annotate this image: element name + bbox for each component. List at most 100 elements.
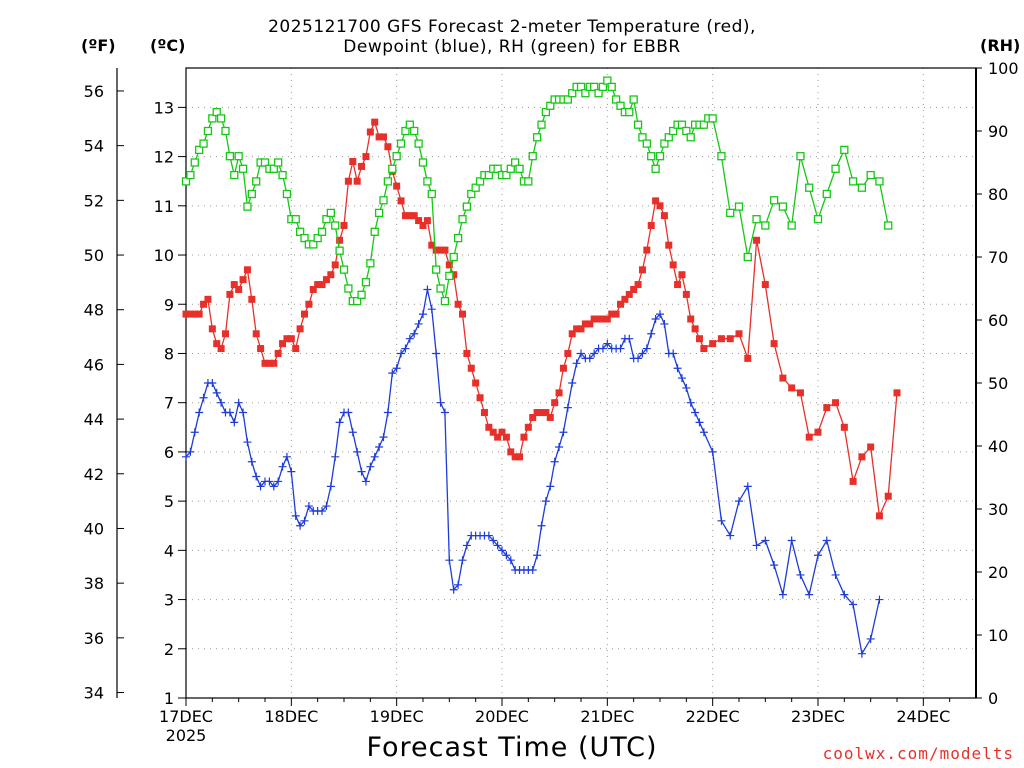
temperature-point	[182, 310, 190, 318]
temperature-point	[555, 389, 563, 397]
dewpoint-point	[353, 447, 362, 456]
dewpoint-point	[256, 482, 265, 491]
temperature-point	[270, 359, 278, 367]
temperature-point	[559, 364, 567, 372]
rh-point	[238, 164, 248, 173]
dewpoint-point	[217, 398, 226, 407]
celsius-axis-unit: (ºC)	[150, 36, 186, 55]
rh-point	[410, 126, 419, 136]
temperature-point	[226, 290, 234, 298]
temperature-point	[779, 374, 787, 382]
temperature-point	[191, 310, 199, 318]
fahrenheit-tick-label: 50	[84, 246, 104, 265]
temperature-point	[305, 300, 313, 308]
temperature-point	[770, 340, 778, 348]
dewpoint-point	[348, 428, 357, 437]
temperature-point	[577, 325, 585, 333]
site-credit[interactable]: coolwx.com/modelts	[822, 744, 1014, 763]
rh-point	[269, 164, 278, 173]
rh-point	[734, 202, 744, 211]
temperature-point	[283, 335, 291, 343]
temperature-point	[349, 158, 357, 166]
temperature-point	[222, 330, 229, 338]
temperature-point	[406, 212, 414, 220]
dewpoint-markers	[182, 285, 884, 658]
temperature-point	[726, 335, 734, 343]
rh-point	[423, 177, 432, 186]
rh-point	[322, 215, 331, 224]
rh-point	[682, 126, 691, 136]
temperature-point	[366, 128, 374, 136]
x-tick-label: 17DEC	[159, 707, 213, 726]
rh-point	[357, 290, 366, 299]
dewpoint-point	[598, 344, 607, 353]
temperature-point	[507, 448, 515, 456]
dewpoint-point	[243, 438, 252, 447]
temperature-point	[581, 320, 589, 328]
rh-point	[822, 189, 831, 199]
temperature-point	[327, 271, 335, 279]
dewpoint-point	[379, 433, 388, 442]
dewpoint-point	[533, 551, 542, 560]
dewpoint-point	[397, 349, 406, 358]
rh-point	[186, 170, 195, 180]
temperature-point	[823, 404, 831, 412]
rh-point	[260, 158, 270, 167]
rh-point	[805, 183, 814, 192]
temperature-point	[573, 325, 581, 333]
chart-title-line2: Dewpoint (blue), RH (green) for EBBR	[343, 37, 681, 57]
dewpoint-point	[603, 339, 612, 348]
temperature-point	[840, 423, 848, 431]
temperature-point	[761, 281, 769, 289]
fahrenheit-tick-label: 34	[84, 684, 104, 703]
temperature-point	[441, 246, 449, 254]
dewpoint-point	[225, 408, 234, 417]
temperature-point	[832, 399, 840, 407]
rh-point	[427, 189, 436, 199]
rh-point	[611, 95, 621, 104]
celsius-tick-label: 1	[164, 689, 174, 708]
temperature-point	[301, 310, 308, 318]
dewpoint-point	[735, 497, 743, 506]
rh-point	[677, 120, 687, 129]
celsius-tick-label: 11	[154, 197, 174, 216]
dewpoint-point	[656, 310, 664, 319]
rh-tick-label: 10	[988, 626, 1008, 645]
dewpoint-point	[590, 349, 599, 358]
dewpoint-point	[787, 536, 796, 545]
temperature-point	[498, 428, 506, 436]
rh-point	[840, 145, 849, 155]
rh-point	[221, 126, 230, 136]
celsius-tick-label: 5	[164, 492, 174, 511]
rh-point	[339, 265, 349, 274]
temperature-point	[603, 315, 611, 323]
temperature-point	[274, 349, 282, 357]
dewpoint-point	[484, 531, 493, 540]
dewpoint-point	[502, 551, 511, 560]
rh-point	[717, 152, 726, 161]
rh-markers	[181, 76, 893, 306]
temperature-point	[849, 477, 857, 485]
dewpoint-point	[230, 418, 239, 427]
rh-tick-label: 70	[988, 248, 1008, 267]
dewpoint-point	[269, 482, 278, 491]
rh-point	[453, 233, 463, 243]
rh-point	[528, 152, 537, 161]
temperature-point	[630, 285, 638, 293]
rh-point	[625, 107, 634, 117]
dewpoint-point	[875, 595, 884, 604]
x-tick-label: 23DEC	[791, 707, 845, 726]
rh-point	[252, 177, 261, 186]
temperature-point	[678, 271, 686, 279]
celsius-tick-label: 10	[154, 246, 174, 265]
plot-frame	[185, 67, 977, 699]
x-tick-label: 24DEC	[896, 707, 950, 726]
dewpoint-point	[506, 556, 515, 565]
dewpoint-point	[682, 383, 691, 392]
rh-point	[638, 133, 647, 142]
temperature-series-line	[186, 120, 898, 519]
rh-point	[778, 202, 788, 211]
dewpoint-point	[761, 536, 770, 545]
rh-point	[401, 126, 410, 136]
temperature-point	[564, 349, 572, 357]
